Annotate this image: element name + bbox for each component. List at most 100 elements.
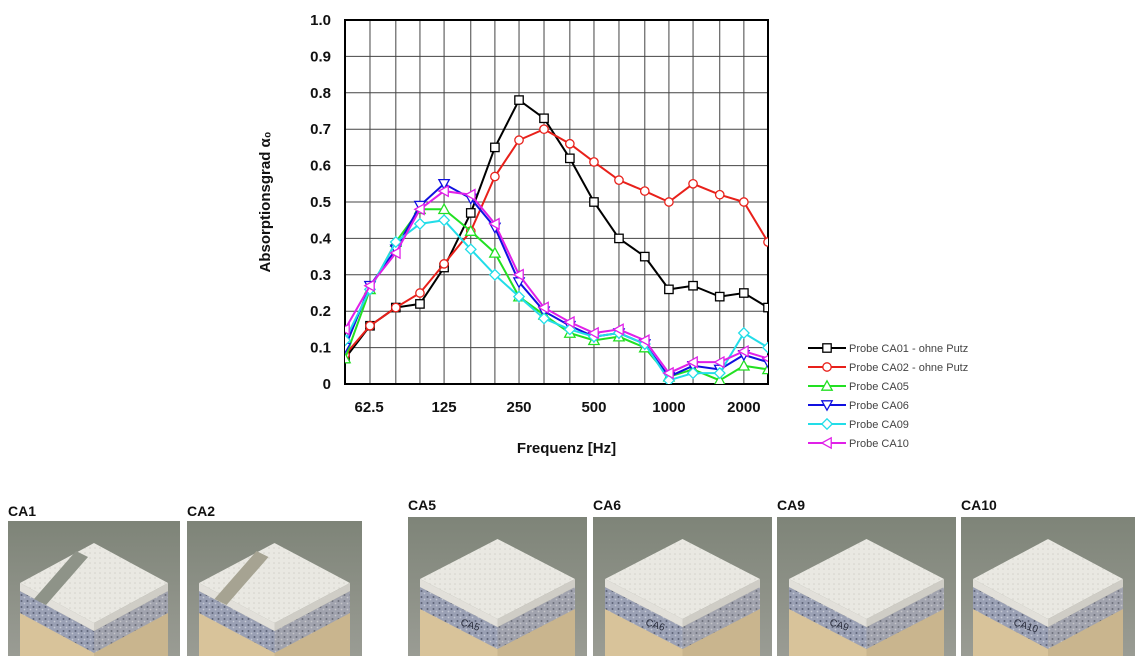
legend-entry: Probe CA02 - ohne Putz <box>808 362 968 374</box>
data-point <box>464 188 476 202</box>
x-tick-label: 125 <box>432 399 457 416</box>
data-point <box>761 362 768 375</box>
data-point <box>739 288 749 298</box>
sample-photo: CA6 <box>593 517 772 656</box>
data-point <box>437 202 451 215</box>
data-point <box>688 178 698 189</box>
series-line <box>345 190 768 375</box>
y-tick-label: 0.4 <box>310 230 332 247</box>
y-tick-label: 0.5 <box>310 194 331 211</box>
y-tick-label: 0.7 <box>310 121 331 138</box>
sample-block-illustration: CA9 <box>777 517 956 656</box>
data-point <box>714 291 725 302</box>
legend-entry: Probe CA10 <box>808 436 909 450</box>
photo-label: CA5 <box>408 497 437 513</box>
data-point <box>737 326 750 340</box>
series-6 <box>345 184 768 380</box>
data-point <box>664 197 674 207</box>
legend-marker <box>820 436 832 450</box>
legend-entry: Probe CA01 - ohne Putz <box>808 343 968 355</box>
data-point <box>514 95 524 105</box>
data-point <box>714 373 726 384</box>
sample-block-illustration <box>8 521 180 656</box>
sample-block-illustration: CA5 <box>408 517 587 656</box>
x-tick-label: 2000 <box>727 399 760 416</box>
chart-grid <box>345 19 768 385</box>
y-axis-ticks: 0 0.1 0.2 0.3 0.4 0.5 0.6 0.7 0.8 0.9 1.0 <box>310 12 332 393</box>
data-point <box>614 233 624 244</box>
data-point <box>365 320 375 331</box>
y-tick-label: 0.9 <box>310 48 331 65</box>
data-point <box>638 334 650 347</box>
data-point <box>490 142 500 153</box>
x-tick-label: 62.5 <box>355 399 384 416</box>
sample-photo <box>8 521 180 656</box>
chart-legend: Probe CA01 - ohne Putz Probe CA02 - ohne … <box>808 343 968 450</box>
series-4 <box>345 178 768 384</box>
data-point <box>437 184 449 198</box>
legend-marker <box>820 400 834 412</box>
legend-marker <box>822 362 832 372</box>
legend-label: Probe CA05 <box>849 381 909 393</box>
data-point <box>612 323 624 336</box>
y-tick-label: 0.8 <box>310 85 331 102</box>
data-point <box>662 374 676 384</box>
y-tick-label: 0.1 <box>310 340 331 357</box>
absorption-chart: 0 0.1 0.2 0.3 0.4 0.5 0.6 0.7 0.8 0.9 1.0 62.5 125 2… <box>257 12 968 457</box>
photo-label: CA6 <box>593 497 622 513</box>
data-point <box>761 354 768 363</box>
data-point <box>737 359 751 371</box>
data-point <box>415 299 425 309</box>
data-point <box>345 342 352 355</box>
photo-label: CA1 <box>8 503 37 519</box>
plot-frame <box>344 19 769 385</box>
data-point <box>390 302 401 313</box>
data-point <box>413 217 427 230</box>
x-tick-label: 1000 <box>652 399 685 416</box>
data-point <box>413 202 425 216</box>
data-point <box>345 351 352 364</box>
data-point <box>563 323 576 336</box>
x-axis-label: Frequenz [Hz] <box>517 440 616 457</box>
data-point <box>490 171 500 182</box>
legend-marker <box>822 343 832 353</box>
data-point <box>763 237 768 247</box>
sample-block-illustration: CA10 <box>961 517 1135 656</box>
legend-marker <box>820 379 834 391</box>
data-point <box>761 341 768 354</box>
x-axis-ticks: 62.5 125 250 500 1000 2000 <box>355 399 761 416</box>
data-point <box>363 279 375 293</box>
data-point <box>662 366 674 380</box>
data-point <box>639 186 650 196</box>
data-point <box>464 224 478 236</box>
data-point <box>512 290 526 303</box>
y-tick-label: 0.3 <box>310 267 331 284</box>
y-tick-label: 1.0 <box>310 12 331 29</box>
legend-label: Probe CA09 <box>849 419 909 431</box>
data-point <box>539 113 549 124</box>
data-point <box>587 326 599 340</box>
legend-label: Probe CA10 <box>849 438 909 450</box>
data-point <box>345 334 352 347</box>
legend-label: Probe CA01 - ohne Putz <box>849 343 968 355</box>
photo-label: CA10 <box>961 497 997 513</box>
data-point <box>437 214 451 227</box>
data-point <box>345 323 350 336</box>
sample-photo: CA10 <box>961 517 1135 656</box>
data-point <box>714 189 725 200</box>
data-point <box>664 284 674 295</box>
sample-block-illustration <box>187 521 362 656</box>
data-point <box>713 366 726 380</box>
data-point <box>415 288 425 298</box>
y-tick-label: 0.2 <box>310 303 331 320</box>
data-point <box>737 344 749 358</box>
y-tick-label: 0 <box>323 376 331 393</box>
x-tick-label: 500 <box>581 399 606 416</box>
data-point <box>639 251 650 262</box>
data-point <box>589 157 599 167</box>
legend-entry: Probe CA05 <box>808 379 909 393</box>
data-point <box>539 124 549 135</box>
legend-label: Probe CA06 <box>849 400 909 412</box>
series-5 <box>345 214 768 384</box>
sample-photo <box>187 521 362 656</box>
